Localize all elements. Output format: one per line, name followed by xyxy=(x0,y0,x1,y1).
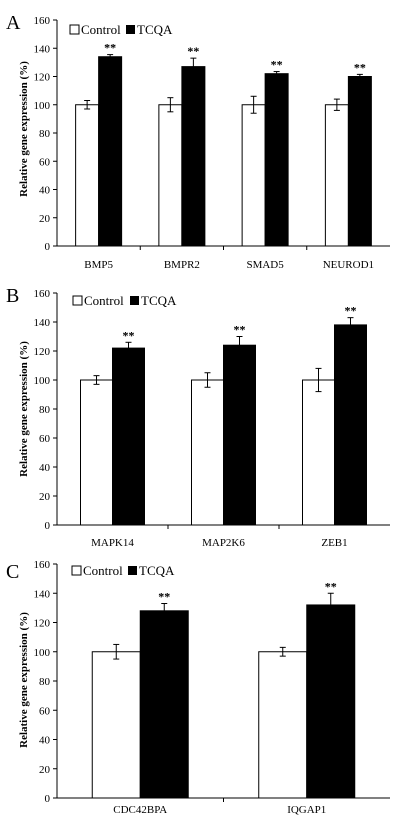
significance-marker: ** xyxy=(354,60,366,74)
x-tick-label: BMP5 xyxy=(84,259,113,271)
y-tick-label: 140 xyxy=(34,588,51,600)
legend-swatch-tcqa-a xyxy=(126,25,135,34)
bar-tcqa-zeb1 xyxy=(334,324,367,526)
y-axis-label-c: Relative gene expression (%) xyxy=(18,612,30,748)
y-tick-label: 0 xyxy=(45,520,51,532)
y-tick-label: 40 xyxy=(39,462,51,474)
y-tick-label: 20 xyxy=(39,491,51,503)
legend-label-tcqa-a: TCQA xyxy=(137,22,173,37)
bar-control-zeb1 xyxy=(302,379,335,526)
bar-control-mapk14 xyxy=(80,379,113,526)
significance-marker: ** xyxy=(187,44,199,58)
panel-a: A Relative gene expression (%) Control T… xyxy=(6,12,390,271)
y-tick-label: 60 xyxy=(39,433,51,445)
significance-marker: ** xyxy=(271,58,283,72)
significance-marker: ** xyxy=(158,589,170,603)
legend-swatch-tcqa-c xyxy=(128,566,137,575)
y-tick-label: 160 xyxy=(34,288,51,300)
bar-control-cdc42bpa xyxy=(91,651,141,799)
plot-area-b: 0 20 40 60 80 100 120 140 160 ** MAPK14 ** MAP2K6 ** Z… xyxy=(34,288,390,549)
bar-control-bmpr2 xyxy=(158,104,183,247)
bar-control-smad5 xyxy=(241,104,266,247)
legend-label-control-c: Control xyxy=(83,563,123,578)
legend-b: Control TCQA xyxy=(72,293,177,308)
legend-swatch-control-a xyxy=(69,24,80,35)
y-tick-label: 120 xyxy=(34,346,51,358)
y-tick-label: 80 xyxy=(39,404,51,416)
x-tick-label: MAPK14 xyxy=(91,537,134,549)
legend-c: Control TCQA xyxy=(71,563,175,578)
panel-label-c: C xyxy=(6,561,19,583)
y-tick-label: 80 xyxy=(39,676,51,688)
bar-control-neurod1 xyxy=(324,104,349,247)
bar-tcqa-mapk14 xyxy=(112,347,145,526)
y-axis-label-a: Relative gene expression (%) xyxy=(18,61,30,197)
bar-control-bmp5 xyxy=(75,104,100,247)
significance-marker: ** xyxy=(104,41,116,55)
y-tick-label: 100 xyxy=(34,100,51,112)
legend-label-control-b: Control xyxy=(84,293,124,308)
legend-swatch-control-c xyxy=(71,565,82,576)
legend-a: Control TCQA xyxy=(69,22,173,37)
bar-control-map2k6 xyxy=(191,379,224,526)
y-tick-label: 60 xyxy=(39,705,51,717)
y-tick-label: 0 xyxy=(45,241,51,253)
bar-tcqa-neurod1 xyxy=(347,76,372,247)
y-tick-label: 160 xyxy=(34,559,51,571)
y-tick-label: 0 xyxy=(45,793,51,805)
legend-label-tcqa-b: TCQA xyxy=(141,293,177,308)
bar-control-iqgap1 xyxy=(258,651,308,799)
x-tick-label: SMAD5 xyxy=(246,259,284,271)
panel-b: B Relative gene expression (%) Control T… xyxy=(6,285,390,549)
bar-tcqa-smad5 xyxy=(264,73,289,247)
y-tick-label: 100 xyxy=(34,647,51,659)
y-tick-label: 40 xyxy=(39,185,51,197)
y-tick-label: 60 xyxy=(39,156,51,168)
y-tick-label: 40 xyxy=(39,735,51,747)
x-tick-label: BMPR2 xyxy=(164,259,200,271)
legend-swatch-control-b xyxy=(72,295,83,306)
x-tick-label: MAP2K6 xyxy=(202,537,245,549)
bar-tcqa-map2k6 xyxy=(223,344,256,526)
significance-marker: ** xyxy=(234,323,246,337)
y-tick-label: 100 xyxy=(34,375,51,387)
significance-marker: ** xyxy=(123,328,135,342)
bar-tcqa-iqgap1 xyxy=(306,604,356,799)
plot-area-a: 0 20 40 60 80 100 120 140 160 ** BMP5 ** BMPR2 ** SMAD… xyxy=(34,15,390,271)
significance-marker: ** xyxy=(325,579,337,593)
y-tick-label: 20 xyxy=(39,213,51,225)
plot-area-c: 0 20 40 60 80 100 120 140 160 ** CDC42BPA ** IQGAP1 xyxy=(34,559,390,816)
panel-label-a: A xyxy=(6,12,21,34)
panel-c: C Relative gene expression (%) Control T… xyxy=(6,559,390,816)
significance-marker: ** xyxy=(345,304,357,318)
legend-swatch-tcqa-b xyxy=(130,296,139,305)
x-tick-label: ZEB1 xyxy=(321,537,347,549)
bar-tcqa-bmp5 xyxy=(98,56,123,247)
bar-tcqa-bmpr2 xyxy=(181,66,206,247)
y-tick-label: 120 xyxy=(34,618,51,630)
y-tick-label: 20 xyxy=(39,764,51,776)
x-tick-label: IQGAP1 xyxy=(287,804,326,816)
y-axis-label-b: Relative gene expression (%) xyxy=(18,341,30,477)
y-tick-label: 140 xyxy=(34,317,51,329)
legend-label-control-a: Control xyxy=(81,22,121,37)
y-tick-label: 160 xyxy=(34,15,51,27)
y-tick-label: 80 xyxy=(39,128,51,140)
x-tick-label: NEUROD1 xyxy=(323,259,374,271)
y-tick-label: 120 xyxy=(34,72,51,84)
bar-tcqa-cdc42bpa xyxy=(139,610,189,799)
y-tick-label: 140 xyxy=(34,43,51,55)
panel-label-b: B xyxy=(6,285,19,307)
x-tick-label: CDC42BPA xyxy=(113,804,167,816)
legend-label-tcqa-c: TCQA xyxy=(139,563,175,578)
